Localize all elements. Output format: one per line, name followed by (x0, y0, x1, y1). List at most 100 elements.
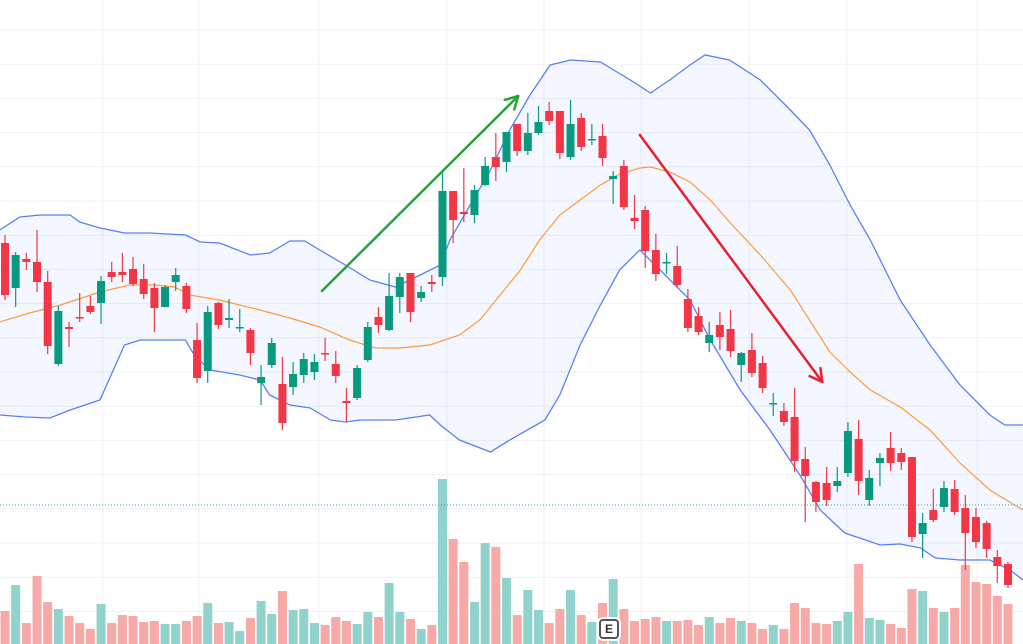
candle (246, 328, 255, 365)
candle-body (747, 350, 756, 373)
volume-bar (395, 612, 405, 644)
volume-bar (491, 547, 501, 644)
candle-body (587, 139, 596, 141)
candle-body (246, 330, 255, 353)
volume-bar (437, 479, 447, 644)
candle (481, 157, 490, 186)
candle-body (427, 282, 436, 284)
candle (747, 333, 756, 377)
candle (214, 302, 223, 329)
candle-body (598, 136, 607, 158)
candle-body (811, 482, 820, 502)
candle (843, 422, 852, 477)
candle (939, 481, 948, 512)
volume-bar (811, 623, 821, 644)
volume-bar (96, 604, 106, 644)
candle-body (801, 459, 810, 476)
annotation-arrows[interactable] (320, 94, 824, 384)
candle-body (982, 523, 991, 549)
candle (278, 357, 287, 430)
candle-body (86, 306, 95, 312)
volume-bar (875, 620, 885, 644)
candle (961, 495, 970, 570)
volume-bar (352, 624, 362, 644)
candle (139, 264, 148, 299)
volume-bar (534, 610, 543, 644)
candle (225, 299, 234, 328)
candle-body (993, 557, 1002, 566)
candle-body (171, 275, 180, 282)
volume-bar (630, 621, 640, 644)
candle (950, 480, 959, 515)
volume-bar (160, 624, 170, 644)
volume-bar (64, 616, 74, 644)
candle (331, 351, 340, 383)
candle (502, 132, 511, 172)
candle-body (321, 353, 330, 355)
candle-body (726, 329, 735, 351)
candle (299, 353, 308, 383)
volume-bars (0, 479, 1013, 644)
candle (459, 168, 468, 222)
candle (417, 286, 426, 302)
candle-body (843, 431, 852, 473)
volume-bar (341, 621, 351, 644)
candle (289, 362, 298, 395)
candle-body (235, 327, 244, 329)
candle (150, 283, 159, 332)
candle (97, 276, 106, 324)
earnings-event-marker[interactable]: E (599, 619, 619, 639)
volume-bar (843, 612, 853, 644)
candle (43, 271, 52, 354)
candle-body (459, 212, 468, 214)
volume-bar (950, 608, 960, 644)
candle-body (513, 124, 522, 151)
volume-bar (267, 614, 277, 644)
candle (534, 106, 543, 135)
volume-bar (299, 609, 309, 644)
volume-bar (939, 612, 949, 644)
candle-body (374, 317, 383, 325)
candle-body (481, 166, 490, 185)
candle-body (75, 317, 84, 319)
candle-body (971, 517, 980, 542)
candle-body (779, 411, 788, 422)
candle-body (395, 277, 404, 297)
candle-body (129, 269, 138, 284)
candle (427, 275, 436, 292)
volume-bar (149, 621, 159, 644)
candle-body (150, 288, 159, 308)
volume-bar (832, 621, 842, 644)
candle (566, 100, 575, 160)
candle-body (886, 448, 895, 463)
volume-bar (608, 579, 618, 644)
volume-bar (459, 562, 469, 644)
candles (1, 100, 1012, 588)
candle (929, 489, 938, 522)
candle-body (790, 417, 799, 461)
volume-bar (53, 609, 63, 644)
candle (918, 513, 927, 558)
candle-body (385, 296, 394, 330)
candle (342, 388, 351, 422)
volume-bar (128, 616, 138, 644)
candle-body (566, 124, 575, 157)
candle (619, 160, 628, 210)
candle-body (97, 281, 106, 303)
volume-bar (309, 623, 319, 644)
candle-body (907, 457, 916, 537)
candle (321, 338, 330, 361)
volume-bar (107, 623, 117, 644)
candle-body (630, 218, 639, 221)
candle-body (758, 363, 767, 388)
candle-body (875, 458, 884, 463)
volume-bar (928, 608, 938, 644)
arrow-head (503, 94, 520, 111)
volume-bar (694, 625, 704, 644)
volume-bar (992, 596, 1002, 644)
candle (182, 283, 191, 313)
candle-body (449, 191, 458, 220)
volume-bar (405, 619, 415, 644)
